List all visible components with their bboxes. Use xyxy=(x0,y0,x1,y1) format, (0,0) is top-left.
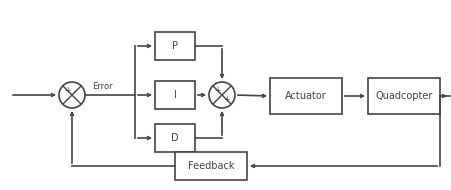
Text: +: + xyxy=(223,95,229,104)
Text: +: + xyxy=(64,86,70,95)
Text: Feedback: Feedback xyxy=(187,161,234,171)
Text: Actuator: Actuator xyxy=(285,91,326,101)
Text: -: - xyxy=(66,95,69,104)
Circle shape xyxy=(59,82,85,108)
Text: Quadcopter: Quadcopter xyxy=(374,91,432,101)
Circle shape xyxy=(208,82,235,108)
Bar xyxy=(269,78,341,114)
Text: Error: Error xyxy=(92,82,112,91)
Text: I: I xyxy=(173,90,176,100)
Bar xyxy=(155,32,194,60)
Text: +: + xyxy=(214,86,220,95)
Bar xyxy=(175,152,246,180)
Bar xyxy=(367,78,439,114)
Text: P: P xyxy=(172,41,178,51)
Bar xyxy=(155,124,194,152)
Text: D: D xyxy=(171,133,179,143)
Bar xyxy=(155,81,194,109)
